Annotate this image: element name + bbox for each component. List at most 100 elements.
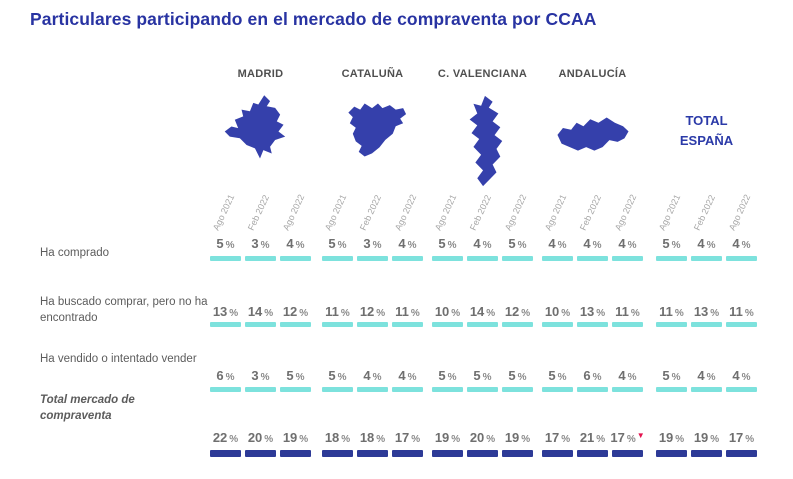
value-cell: 13% (693, 304, 720, 319)
value-bar (322, 322, 353, 327)
value-bar (357, 322, 388, 327)
value-cell: 5% (438, 368, 457, 383)
value-cell: 22% (212, 430, 239, 445)
value-bar (245, 387, 276, 392)
value-bar (726, 256, 757, 261)
total-bar (245, 450, 276, 457)
value-cell: 14% (469, 304, 496, 319)
total-bar (392, 450, 423, 457)
c-valenciana-map-icon (460, 92, 508, 195)
madrid-map-icon (218, 91, 302, 172)
value-bar (357, 387, 388, 392)
value-bar (542, 256, 573, 261)
period-label: Ago 2021 (210, 192, 236, 232)
period-label: Ago 2022 (502, 192, 528, 232)
value-cell: 17 %▼ (610, 430, 645, 445)
period-label: Feb 2022 (577, 193, 603, 232)
value-bar (467, 387, 498, 392)
value-bar (542, 322, 573, 327)
value-bar (691, 387, 722, 392)
value-cell: 12% (359, 304, 386, 319)
value-cell: 4% (286, 236, 305, 251)
value-bar (280, 256, 311, 261)
total-bar (322, 450, 353, 457)
value-cell: 19% (434, 430, 461, 445)
value-bar (577, 387, 608, 392)
column-header-c-valenciana: C. VALENCIANA (437, 68, 528, 80)
value-cell: 11% (729, 304, 754, 319)
column-header-madrid: MADRID (237, 68, 284, 80)
value-cell: 5% (662, 236, 681, 251)
value-cell: 6% (583, 368, 602, 383)
value-bar (467, 322, 498, 327)
value-cell: 4% (583, 236, 602, 251)
value-bar (691, 322, 722, 327)
value-cell: 3% (363, 236, 382, 251)
value-cell: 4% (473, 236, 492, 251)
period-label: Feb 2022 (467, 193, 493, 232)
page-title: Particulares participando en el mercado … (30, 9, 597, 29)
total-bar (726, 450, 757, 457)
value-cell: 4% (732, 236, 751, 251)
value-cell: 4% (618, 236, 637, 251)
total-bar (210, 450, 241, 457)
value-bar (612, 387, 643, 392)
value-bar (245, 322, 276, 327)
value-cell: 5% (662, 368, 681, 383)
andalucia-map-icon (552, 107, 634, 160)
period-label: Ago 2021 (542, 192, 568, 232)
value-cell: 4% (398, 236, 417, 251)
total-bar (432, 450, 463, 457)
value-bar (612, 322, 643, 327)
value-bar (726, 322, 757, 327)
value-bar (502, 322, 533, 327)
value-cell: 5% (286, 368, 305, 383)
value-cell: 10% (434, 304, 461, 319)
value-bar (577, 322, 608, 327)
value-bar (432, 256, 463, 261)
total-bar (280, 450, 311, 457)
period-label: Ago 2021 (432, 192, 458, 232)
value-bar (357, 256, 388, 261)
value-bar (322, 256, 353, 261)
period-label: Feb 2022 (691, 193, 717, 232)
value-bar (432, 322, 463, 327)
value-bar (210, 256, 241, 261)
value-cell: 4% (618, 368, 637, 383)
value-bar (656, 256, 687, 261)
value-cell: 10% (544, 304, 571, 319)
value-bar (322, 387, 353, 392)
value-cell: 12% (282, 304, 309, 319)
value-cell: 19% (693, 430, 720, 445)
value-cell: 11% (659, 304, 684, 319)
value-bar (280, 322, 311, 327)
row-label-ha-vendido-o: Ha vendido o intentado vender (40, 353, 197, 365)
value-bar (656, 387, 687, 392)
period-label: Ago 2022 (280, 192, 306, 232)
period-label: Ago 2021 (656, 192, 682, 232)
value-cell: 6% (216, 368, 235, 383)
value-cell: 11% (395, 304, 420, 319)
total-bar (467, 450, 498, 457)
value-cell: 17% (394, 430, 421, 445)
value-cell: 19% (282, 430, 309, 445)
total-bar (577, 450, 608, 457)
row-label-ha-buscado-comprar: Ha buscado comprar, pero no ha encontrad… (40, 296, 208, 324)
value-bar (467, 256, 498, 261)
period-label: Feb 2022 (245, 193, 271, 232)
value-bar (280, 387, 311, 392)
total-bar (502, 450, 533, 457)
value-cell: 21% (579, 430, 606, 445)
period-label: Feb 2022 (357, 193, 383, 232)
value-cell: 5% (508, 236, 527, 251)
value-bar (612, 256, 643, 261)
column-header-andalucia: ANDALUCÍA (558, 68, 627, 80)
period-label: Ago 2022 (726, 192, 752, 232)
total-bar (612, 450, 643, 457)
value-cell: 5% (473, 368, 492, 383)
value-cell: 3% (251, 236, 270, 251)
value-cell: 17% (544, 430, 571, 445)
value-bar (726, 387, 757, 392)
value-bar (691, 256, 722, 261)
